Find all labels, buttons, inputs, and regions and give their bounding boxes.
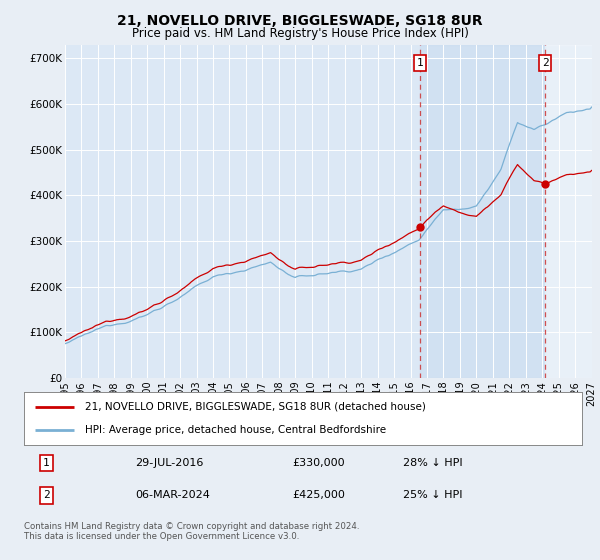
Text: 2: 2 bbox=[542, 58, 548, 68]
Text: Contains HM Land Registry data © Crown copyright and database right 2024.
This d: Contains HM Land Registry data © Crown c… bbox=[24, 522, 359, 542]
Text: 28% ↓ HPI: 28% ↓ HPI bbox=[403, 458, 463, 468]
Text: 1: 1 bbox=[416, 58, 424, 68]
Text: 29-JUL-2016: 29-JUL-2016 bbox=[136, 458, 204, 468]
Text: 25% ↓ HPI: 25% ↓ HPI bbox=[403, 491, 463, 501]
Text: Price paid vs. HM Land Registry's House Price Index (HPI): Price paid vs. HM Land Registry's House … bbox=[131, 27, 469, 40]
Text: 2: 2 bbox=[43, 491, 50, 501]
Text: 1: 1 bbox=[43, 458, 50, 468]
Text: 21, NOVELLO DRIVE, BIGGLESWADE, SG18 8UR: 21, NOVELLO DRIVE, BIGGLESWADE, SG18 8UR bbox=[117, 14, 483, 28]
Bar bbox=[545, 36, 600, 378]
Text: HPI: Average price, detached house, Central Bedfordshire: HPI: Average price, detached house, Cent… bbox=[85, 425, 386, 435]
Text: £425,000: £425,000 bbox=[292, 491, 345, 501]
Text: 06-MAR-2024: 06-MAR-2024 bbox=[136, 491, 211, 501]
Text: £330,000: £330,000 bbox=[292, 458, 344, 468]
Bar bbox=[420, 45, 545, 378]
Text: 21, NOVELLO DRIVE, BIGGLESWADE, SG18 8UR (detached house): 21, NOVELLO DRIVE, BIGGLESWADE, SG18 8UR… bbox=[85, 402, 426, 412]
Bar bbox=[545, 45, 600, 378]
